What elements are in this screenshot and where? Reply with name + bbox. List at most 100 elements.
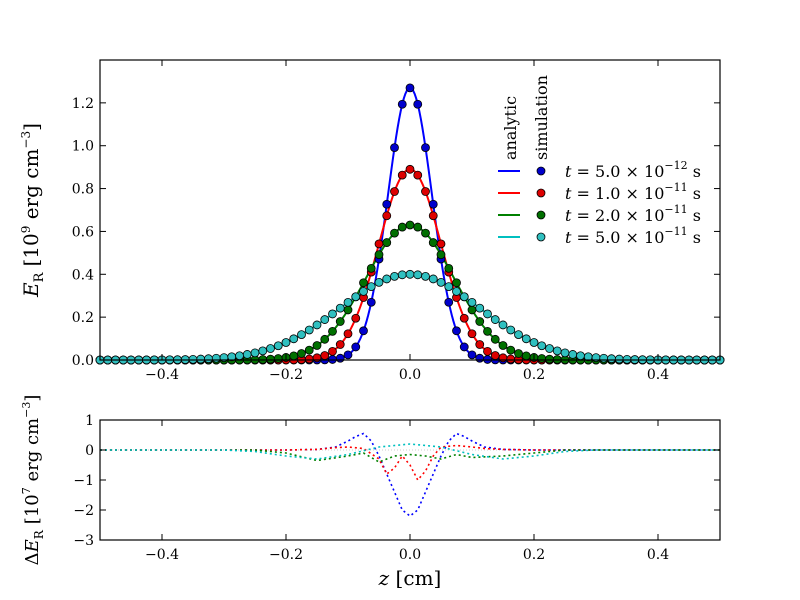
residual-ylabel-symbol: E	[22, 539, 43, 553]
residual-ylabel-sub: R	[32, 529, 46, 539]
main-ylabel-unit: erg cm	[19, 149, 43, 226]
main-ylabel-close: ]	[19, 123, 43, 131]
simulation-point-0	[343, 350, 353, 360]
simulation-point-1	[467, 329, 477, 339]
simulation-point-0	[421, 143, 430, 153]
simulation-point-3	[537, 341, 547, 351]
simulation-point-3	[568, 350, 578, 359]
simulation-point-1	[428, 211, 438, 221]
simulation-point-3	[545, 344, 554, 353]
simulation-point-2	[537, 354, 547, 363]
main-ytick-label: 0.6	[72, 224, 94, 240]
simulation-point-1	[351, 313, 361, 323]
simulation-point-0	[405, 83, 415, 93]
simulation-point-3	[366, 282, 376, 292]
simulation-point-2	[374, 250, 384, 260]
main-xtick-label: −0.2	[269, 367, 303, 383]
simulation-point-0	[359, 326, 368, 336]
main-xtick-label: 0.4	[647, 367, 669, 383]
residual-xtick-label: 0.0	[399, 547, 421, 563]
simulation-point-3	[250, 348, 260, 358]
simulation-point-2	[390, 228, 399, 238]
simulation-point-3	[258, 346, 268, 356]
simulation-point-2	[514, 349, 523, 358]
simulation-point-3	[529, 338, 539, 347]
simulation-point-3	[351, 292, 361, 302]
residual-ytick-label: −2	[73, 503, 94, 519]
simulation-point-1	[397, 170, 407, 180]
main-ylabel-exp: 9	[19, 226, 33, 234]
main-ytick-label: 0.8	[72, 182, 94, 198]
simulation-point-3	[421, 271, 430, 281]
residual-ylabel-prefix: Δ	[22, 552, 43, 565]
simulation-point-1	[374, 239, 384, 249]
simulation-point-3	[483, 309, 492, 319]
residual-ytick-label: 1	[85, 413, 94, 429]
simulation-point-2	[521, 351, 531, 361]
simulation-point-3	[328, 309, 337, 319]
simulation-point-1	[328, 347, 337, 356]
simulation-point-2	[413, 222, 423, 232]
simulation-point-3	[467, 297, 477, 307]
main-ylabel: ER [109 erg cm−3]	[19, 123, 47, 298]
simulation-point-3	[428, 274, 438, 284]
main-ytick-label: 0.2	[72, 310, 94, 326]
simulation-point-0	[382, 199, 392, 209]
simulation-point-3	[576, 351, 585, 361]
residual-xlabel: z [cm]	[378, 566, 442, 590]
simulation-point-3	[405, 269, 415, 279]
legend-label-3: t = 5.0 × 10−11 s	[565, 225, 701, 247]
simulation-point-2	[405, 220, 415, 230]
simulation-point-1	[405, 164, 415, 174]
residual-ylabel: ΔER [107 erg cm−3]	[20, 395, 46, 566]
residual-ytick-label: 0	[85, 443, 94, 459]
simulation-point-2	[382, 238, 392, 247]
main-panel: −0.4 −0.2 0.0 0.2 0.4 0.0 0.2 0.4 0.6 0.8 1.0 1.2 E…	[19, 59, 725, 383]
simulation-point-1	[320, 351, 330, 360]
simulation-point-2	[467, 305, 477, 315]
residual-curve-1	[100, 444, 720, 482]
simulation-point-3	[312, 320, 322, 330]
simulation-point-3	[211, 353, 221, 363]
residual-ylabel-close: ]	[22, 395, 43, 402]
simulation-point-0	[452, 326, 461, 336]
simulation-point-2	[273, 354, 283, 363]
simulation-point-3	[599, 353, 609, 363]
residual-xtick-label: 0.4	[647, 547, 669, 563]
residual-xtick-label: −0.2	[269, 547, 303, 563]
simulation-point-0	[366, 297, 376, 307]
simulation-point-2	[475, 317, 485, 326]
residual-ylabel-unit-exp: −3	[20, 402, 33, 418]
legend-header-simulation: simulation	[532, 75, 551, 160]
main-xtick-label: 0.0	[399, 367, 421, 383]
main-plot-area	[100, 60, 720, 360]
simulation-point-0	[397, 99, 407, 109]
simulation-point-1	[390, 187, 399, 196]
simulation-point-2	[335, 317, 345, 326]
simulation-point-2	[266, 354, 275, 364]
simulation-point-3	[320, 315, 330, 324]
simulation-point-1	[436, 239, 446, 249]
simulation-point-2	[545, 354, 554, 364]
residual-ylabel-exp: 7	[20, 487, 33, 494]
residual-xtick-label: −0.4	[145, 547, 179, 563]
residual-xtick-label: 0.2	[523, 547, 545, 563]
simulation-point-1	[413, 170, 423, 180]
main-ytick-label: 0.0	[72, 353, 94, 369]
simulation-point-3	[459, 292, 469, 302]
simulation-point-3	[498, 320, 508, 330]
simulation-point-3	[552, 346, 562, 356]
simulation-point-0	[475, 353, 485, 363]
legend-marker-3	[536, 232, 546, 242]
residual-ticks: −0.4 −0.2 0.0 0.2 0.4 −3 −2 −1 0 1	[73, 413, 720, 563]
simulation-point-2	[436, 250, 446, 260]
simulation-point-2	[328, 326, 337, 336]
simulation-point-3	[514, 330, 523, 340]
simulation-point-3	[413, 270, 423, 280]
simulation-point-1	[459, 313, 469, 323]
simulation-point-3	[475, 303, 485, 313]
simulation-point-0	[467, 350, 477, 360]
simulation-point-3	[397, 270, 407, 280]
simulation-point-3	[289, 334, 299, 344]
simulation-point-2	[428, 238, 438, 247]
